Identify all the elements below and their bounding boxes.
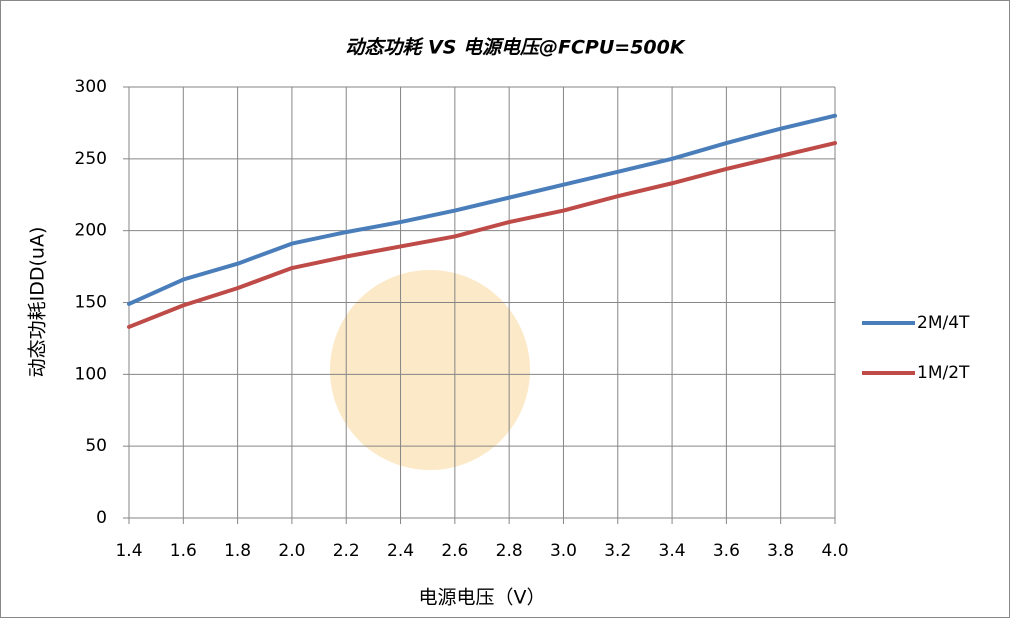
x-tick-label: 1.6 <box>170 541 197 561</box>
x-tick-label: 2.0 <box>278 541 305 561</box>
y-tick-label: 300 <box>75 77 107 97</box>
y-tick-label: 150 <box>75 293 107 313</box>
series-line <box>127 141 837 329</box>
x-tick-label: 2.8 <box>496 541 523 561</box>
y-tick-label: 200 <box>75 221 107 241</box>
series-line <box>127 113 837 306</box>
x-tick-label: 3.2 <box>604 541 631 561</box>
y-tick-label: 100 <box>75 364 107 384</box>
x-tick-label: 1.4 <box>115 541 142 561</box>
plot-area: 0 50 100 150 200 250 300 1.4 1.6 1.8 2.0 2.2 2.4 2.6 2… <box>75 77 970 561</box>
x-tick-label: 3.6 <box>713 541 740 561</box>
x-tick-label: 3.8 <box>767 541 794 561</box>
x-tick-label: 3.4 <box>659 541 686 561</box>
legend-label: 1M/2T <box>917 363 970 383</box>
legend-label: 2M/4T <box>917 313 970 333</box>
x-tick-label: 2.6 <box>441 541 468 561</box>
x-tick-label: 2.2 <box>333 541 360 561</box>
x-axis-title: 电源电压（V） <box>419 587 546 609</box>
x-tick-label: 1.8 <box>224 541 251 561</box>
x-tick-label: 2.4 <box>387 541 414 561</box>
y-tick-label: 50 <box>85 436 107 456</box>
y-tick-label: 250 <box>75 149 107 169</box>
x-tick-label: 3.0 <box>550 541 577 561</box>
watermark-logo <box>330 270 530 470</box>
y-axis-title: 动态功耗IDD(uA) <box>27 227 49 378</box>
y-tick-label: 0 <box>96 508 107 528</box>
watermark <box>330 270 530 470</box>
x-tick-label: 4.0 <box>821 541 848 561</box>
chart-title: 动态功耗 VS 电源电压@FCPU=500K <box>345 37 685 59</box>
